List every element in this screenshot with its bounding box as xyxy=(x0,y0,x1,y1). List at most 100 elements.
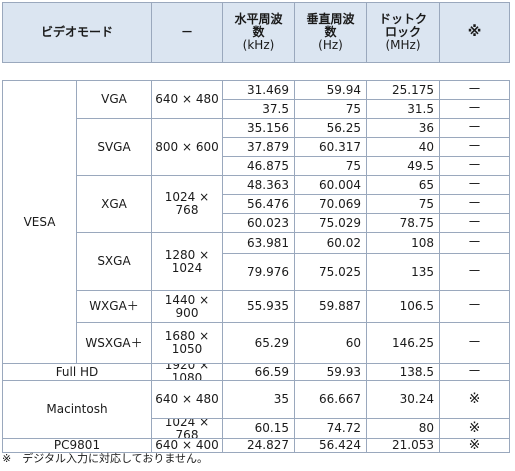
h-freq-cell-text: 60.15 xyxy=(254,421,289,435)
h-freq-cell: 55.935 xyxy=(222,290,295,323)
h-freq-cell: 37.879 xyxy=(222,137,295,157)
note-cell-text: － xyxy=(467,176,482,193)
dot-clock-cell: 135 xyxy=(366,253,440,291)
resolution-wsxga-text: 1050 xyxy=(171,342,203,356)
resolution-mac2-text: 1024 × xyxy=(164,418,210,429)
resolution-wsxga-text: 1680 × xyxy=(164,329,210,343)
header-h-freq-text: (kHz) xyxy=(242,38,275,52)
note-cell-text: － xyxy=(467,298,482,314)
resolution-vga: 640 × 480 xyxy=(151,80,223,119)
dot-clock-cell: 36 xyxy=(366,118,440,138)
v-freq-cell: 75 xyxy=(294,156,367,176)
mode-wsxga: WSXGA＋ xyxy=(76,322,152,364)
dot-clock-cell-text: 138.5 xyxy=(399,364,434,379)
header-mode-text: ビデオモード xyxy=(40,25,113,39)
h-freq-cell-text: 24.827 xyxy=(247,438,289,452)
h-freq-cell: 60.15 xyxy=(222,418,295,439)
header-v-freq-text: 垂直周波 xyxy=(306,12,355,26)
v-freq-cell-text: 75 xyxy=(345,101,361,116)
h-freq-cell-text: 37.879 xyxy=(247,139,289,154)
note-cell: － xyxy=(439,80,510,100)
v-freq-cell: 59.93 xyxy=(294,363,367,381)
dot-clock-cell: 40 xyxy=(366,137,440,157)
h-freq-cell-text: 65.29 xyxy=(254,335,289,350)
v-freq-cell-text: 75 xyxy=(345,158,361,173)
note-cell: － xyxy=(439,363,510,381)
dot-clock-cell-text: 146.25 xyxy=(392,335,434,350)
dot-clock-cell-text: 78.75 xyxy=(399,215,434,230)
footnote: ※ デジタル入力に対応しておりません。 xyxy=(2,452,209,465)
h-freq-cell: 79.976 xyxy=(222,253,295,291)
note-cell: ※ xyxy=(439,380,510,419)
v-freq-cell-text: 75.025 xyxy=(319,264,361,279)
note-cell-text: － xyxy=(467,138,482,155)
resolution-sxga-text: 1280 × xyxy=(164,247,210,262)
group-macintosh-text: Macintosh xyxy=(46,402,108,416)
v-freq-cell: 70.069 xyxy=(294,194,367,214)
v-freq-cell: 75 xyxy=(294,99,367,119)
mode-svga: SVGA xyxy=(76,118,152,176)
note-cell-text: － xyxy=(467,157,482,174)
v-freq-cell-text: 66.667 xyxy=(319,392,361,406)
dot-clock-cell: 21.053 xyxy=(366,438,440,453)
note-cell: － xyxy=(439,232,510,254)
resolution-wxga-text: 1440 × xyxy=(164,292,210,307)
dot-clock-cell-text: 31.5 xyxy=(407,101,434,116)
v-freq-cell-text: 60.317 xyxy=(319,139,361,154)
resolution-fullhd-text: 1920 × xyxy=(164,363,210,372)
v-freq-cell: 60.317 xyxy=(294,137,367,157)
resolution-xga-text: 768 xyxy=(175,203,199,217)
h-freq-cell: 46.875 xyxy=(222,156,295,176)
note-cell-text: － xyxy=(467,234,482,251)
group-fullhd: Full HD xyxy=(2,363,152,381)
note-cell: ※ xyxy=(439,438,510,453)
h-freq-cell: 24.827 xyxy=(222,438,295,453)
note-cell-text: － xyxy=(467,195,482,212)
group-pc9801: PC9801 xyxy=(2,438,152,453)
resolution-mac2: 1024 × 768 xyxy=(151,418,223,439)
header-h-freq: 水平周波数 (kHz) xyxy=(222,2,295,63)
v-freq-cell-text: 56.25 xyxy=(326,120,361,135)
v-freq-cell: 74.72 xyxy=(294,418,367,439)
header-h-freq-text: 水平周波 xyxy=(234,12,283,26)
header-mode: ビデオモード xyxy=(2,2,152,63)
dot-clock-cell: 80 xyxy=(366,418,440,439)
resolution-xga: 1024 × 768 xyxy=(151,175,223,233)
h-freq-cell: 35 xyxy=(222,380,295,419)
mode-wsxga-text: WSXGA＋ xyxy=(85,335,143,350)
mode-sxga: SXGA xyxy=(76,232,152,291)
note-cell: － xyxy=(439,156,510,176)
v-freq-cell: 75.025 xyxy=(294,253,367,291)
note-cell: － xyxy=(439,137,510,157)
h-freq-cell-text: 46.875 xyxy=(247,158,289,173)
h-freq-cell: 35.156 xyxy=(222,118,295,138)
v-freq-cell: 75.029 xyxy=(294,213,367,233)
note-cell: － xyxy=(439,213,510,233)
v-freq-cell: 60.02 xyxy=(294,232,367,254)
note-cell-text: － xyxy=(467,214,482,231)
dot-clock-cell-text: 135 xyxy=(411,264,434,279)
resolution-fullhd: 1920 × 1080 xyxy=(151,363,223,381)
note-cell-text: － xyxy=(467,263,482,280)
v-freq-cell-text: 75.029 xyxy=(319,215,361,230)
v-freq-cell-text: 60.004 xyxy=(319,177,361,192)
dot-clock-cell: 31.5 xyxy=(366,99,440,119)
dot-clock-cell-text: 40 xyxy=(418,139,434,154)
note-cell-text: － xyxy=(467,81,482,98)
h-freq-cell-text: 79.976 xyxy=(247,264,289,279)
dot-clock-cell-text: 80 xyxy=(418,421,434,435)
group-fullhd-text: Full HD xyxy=(55,364,99,379)
header-dot-clock: ドットク ロック (MHz) xyxy=(366,2,440,63)
note-cell-text: － xyxy=(467,363,482,380)
dot-clock-cell-text: 25.175 xyxy=(392,82,434,97)
header-v-freq-text: (Hz) xyxy=(318,38,343,52)
h-freq-cell-text: 55.935 xyxy=(247,299,289,313)
dot-clock-cell: 25.175 xyxy=(366,80,440,100)
v-freq-cell: 60 xyxy=(294,322,367,364)
note-cell-text: － xyxy=(467,100,482,117)
h-freq-cell: 37.5 xyxy=(222,99,295,119)
note-cell: － xyxy=(439,194,510,214)
resolution-mac1-text: 640 × 480 xyxy=(155,392,219,406)
dot-clock-cell-text: 30.24 xyxy=(399,392,434,406)
note-cell-text: ※ xyxy=(468,420,481,436)
